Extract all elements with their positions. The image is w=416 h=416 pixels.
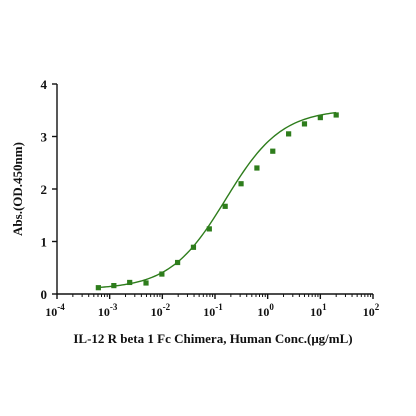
data-point bbox=[222, 203, 228, 209]
data-point bbox=[301, 121, 308, 127]
data-point bbox=[270, 148, 276, 154]
y-tick-label: 2 bbox=[41, 182, 48, 197]
y-tick-label: 4 bbox=[41, 77, 48, 92]
data-point bbox=[175, 259, 181, 266]
x-tick-label: 10-4 bbox=[45, 302, 65, 319]
plot-area bbox=[95, 111, 339, 291]
data-point bbox=[190, 244, 197, 250]
fit-curve bbox=[98, 111, 337, 289]
x-tick-label: 10-3 bbox=[98, 302, 118, 319]
data-point bbox=[127, 279, 133, 286]
x-tick-label: 10-1 bbox=[203, 302, 223, 319]
data-point bbox=[254, 165, 260, 171]
x-tick-label: 101 bbox=[310, 302, 327, 319]
x-tick-label: 100 bbox=[257, 302, 274, 319]
x-axis-label: IL-12 R beta 1 Fc Chimera, Human Conc.(μ… bbox=[73, 331, 352, 346]
data-point bbox=[143, 280, 149, 286]
y-axis-label: Abs.(OD.450nm) bbox=[10, 142, 25, 236]
data-point bbox=[238, 181, 244, 187]
axes: 0 1 2 3 4 10-4 10-3 10-2 10-1 100 101 102 bbox=[41, 77, 380, 319]
data-point bbox=[206, 226, 212, 232]
data-point bbox=[333, 112, 339, 118]
y-tick-label: 1 bbox=[41, 235, 48, 250]
data-point bbox=[95, 285, 101, 291]
x-tick-label: 10-2 bbox=[151, 302, 171, 319]
x-tick-label: 102 bbox=[363, 302, 380, 319]
y-tick-label: 0 bbox=[41, 287, 48, 302]
data-point bbox=[111, 283, 117, 289]
data-point bbox=[159, 271, 165, 277]
y-tick-label: 3 bbox=[41, 130, 48, 145]
data-point bbox=[286, 131, 292, 137]
data-point bbox=[317, 115, 323, 121]
